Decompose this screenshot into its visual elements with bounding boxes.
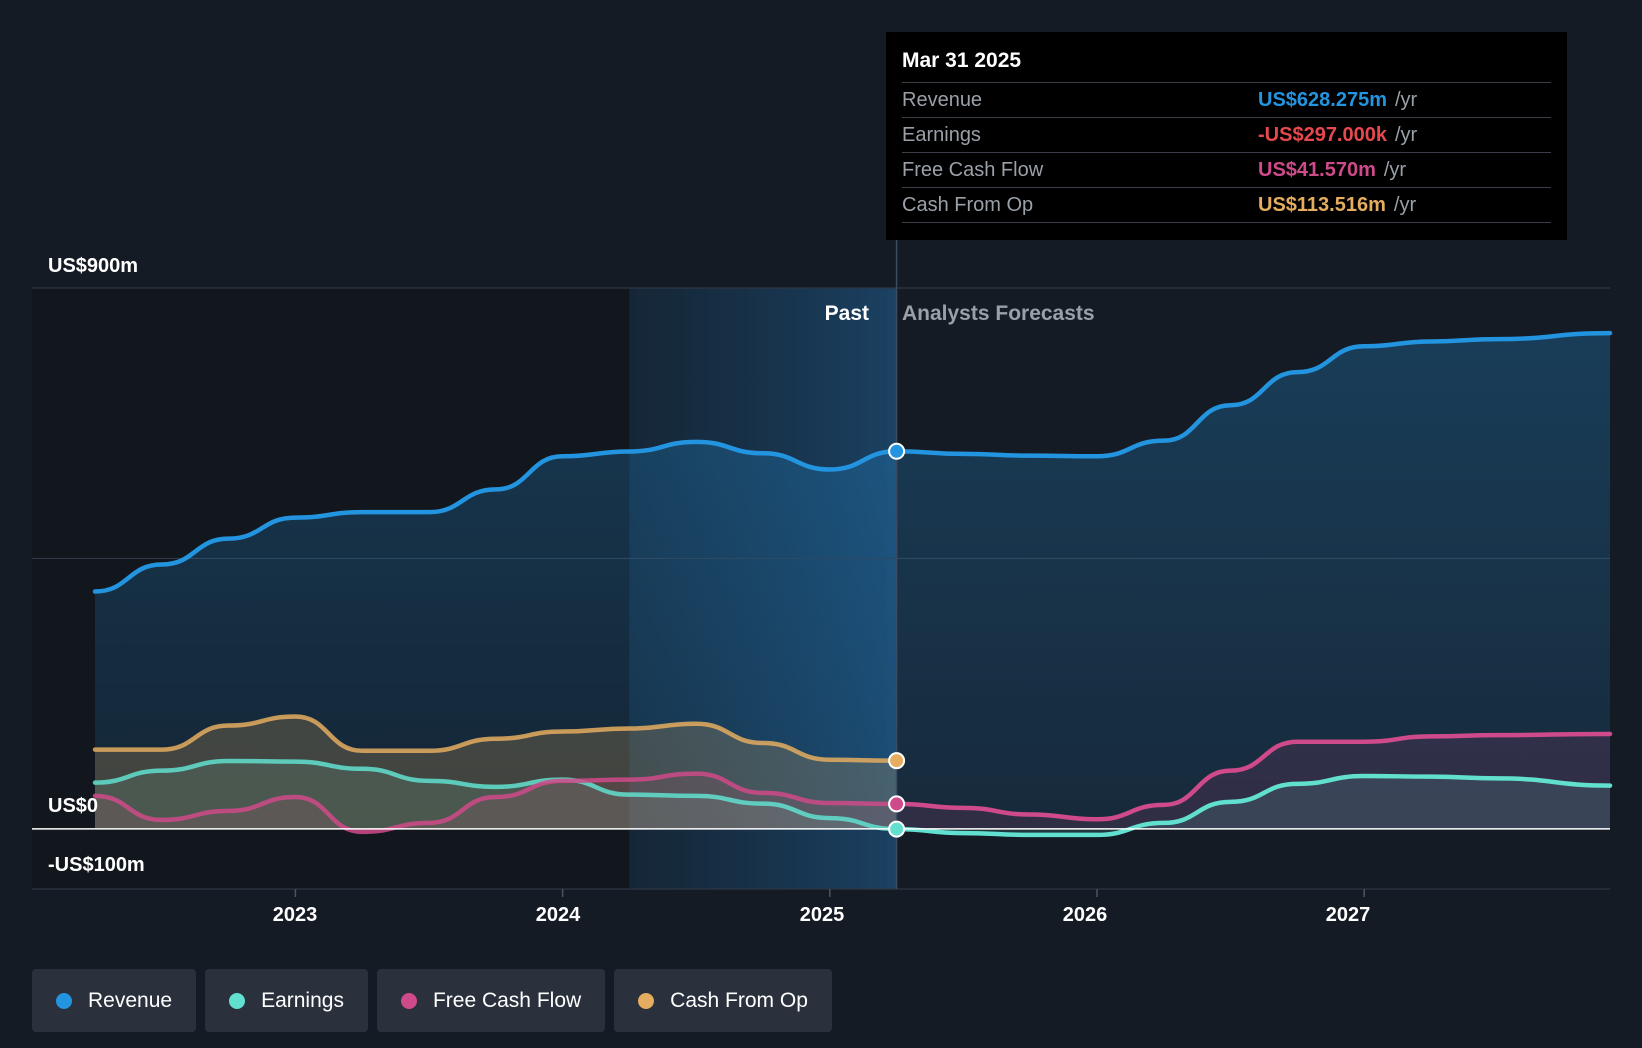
line-earnings-past (92, 758, 899, 832)
tooltip-date: Mar 31 2025 (902, 46, 1551, 83)
series-areas (95, 333, 1610, 835)
x-tick-label: 2026 (1063, 904, 1108, 926)
x-tick-label: 2024 (536, 904, 581, 926)
legend-label: Cash From Op (670, 988, 808, 1012)
tooltip-unit: /yr (1393, 194, 1417, 216)
tooltip-row-cash-from-op: Cash From Op US$113.516m /yr (902, 188, 1551, 223)
past-label: Past (825, 302, 869, 325)
legend-dot-icon (400, 992, 417, 1009)
tooltip-label: Earnings (902, 124, 981, 146)
tooltip-value: US$41.570m (1258, 159, 1376, 181)
legend-label: Revenue (88, 988, 173, 1012)
marker-earnings[interactable] (888, 820, 906, 838)
area-revenue (95, 333, 1610, 829)
marker-revenue[interactable] (888, 442, 906, 460)
line-earnings-forecast (894, 773, 1613, 838)
legend-dot-icon (56, 992, 72, 1009)
tooltip-unit: /yr (1394, 124, 1418, 146)
tooltip-label: Free Cash Flow (902, 159, 1044, 181)
tooltip-unit: /yr (1383, 159, 1407, 181)
area-earnings (95, 760, 1610, 835)
area-cfo (95, 716, 897, 829)
line-cfo-past (92, 714, 899, 763)
line-revenue-forecast (894, 330, 1613, 459)
tooltip: Mar 31 2025 Revenue US$628.275m /yr Earn… (886, 32, 1567, 240)
area-fcf (95, 733, 1610, 832)
tooltip-unit: /yr (1394, 89, 1418, 111)
legend-label: Earnings (261, 988, 344, 1012)
legend-item-earnings[interactable]: Earnings (205, 969, 368, 1032)
x-tick-label: 2023 (273, 904, 318, 926)
legend-label: Free Cash Flow (432, 988, 582, 1012)
legend-dot-icon (229, 992, 246, 1009)
tooltip-value: US$113.516m (1258, 194, 1386, 216)
tooltip-row-earnings: Earnings -US$297.000k /yr (902, 118, 1551, 153)
line-fcf-past (92, 771, 899, 835)
tooltip-row-free-cash-flow: Free Cash Flow US$41.570m /yr (902, 153, 1551, 188)
y-tick-label-zero: US$0 (48, 795, 98, 817)
x-tick-label: 2027 (1326, 904, 1371, 926)
tooltip-label: Cash From Op (902, 194, 1034, 216)
legend: Revenue Earnings Free Cash Flow Cash Fro… (32, 969, 832, 1032)
tooltip-label: Revenue (902, 89, 983, 111)
legend-item-revenue[interactable]: Revenue (32, 969, 197, 1032)
marker-cfo[interactable] (888, 752, 906, 770)
forecast-label: Analysts Forecasts (902, 302, 1095, 325)
x-tick-label: 2025 (800, 904, 845, 926)
tooltip-value: -US$297.000k (1258, 124, 1387, 146)
tooltip-value: US$628.275m (1258, 89, 1387, 111)
y-tick-label-max: US$900m (48, 255, 138, 277)
marker-fcf[interactable] (888, 795, 906, 813)
markers (888, 442, 906, 838)
series-lines (92, 330, 1613, 838)
tooltip-row-revenue: Revenue US$628.275m /yr (902, 83, 1551, 118)
y-tick-label-min: -US$100m (48, 854, 145, 876)
legend-item-free-cash-flow[interactable]: Free Cash Flow (376, 969, 606, 1032)
legend-dot-icon (638, 992, 655, 1009)
line-fcf-forecast (894, 731, 1613, 822)
x-axis: 2023 2024 2025 2026 2027 (273, 904, 1371, 926)
line-revenue-past (92, 439, 899, 594)
legend-item-cash-from-op[interactable]: Cash From Op (614, 969, 832, 1032)
